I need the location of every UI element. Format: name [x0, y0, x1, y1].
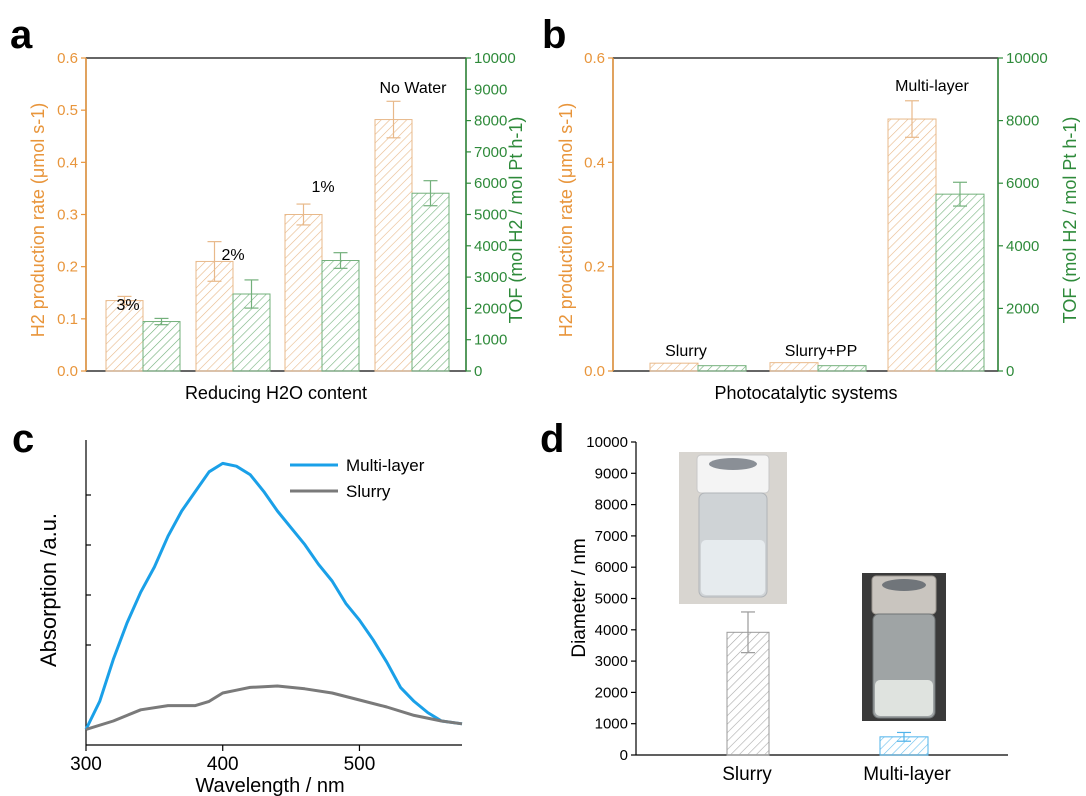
panel-b-xlabel: Photocatalytic systems	[714, 383, 897, 403]
a-right-tick-label: 1000	[474, 332, 507, 349]
d-y-tick-label: 0	[620, 747, 628, 764]
d-y-tick-label: 10000	[586, 434, 628, 451]
d-y-tick-label: 2000	[595, 684, 628, 701]
panel-b-right-ticks: 0 2000 4000 6000 8000 10000	[998, 50, 1048, 380]
b-annotation-slurry: Slurry	[665, 343, 707, 360]
a-right-tick-label: 2000	[474, 300, 507, 317]
a-left-tick-label: 0.4	[57, 154, 78, 171]
d-y-tick-label: 6000	[595, 559, 628, 576]
panel-c: c 300 400 500 Multi-layer Slurry Absorptio…	[12, 417, 463, 796]
panel-d: d 0 1000 2000 3000 4000 5000 6000 7000 8000 9000 1…	[540, 417, 1008, 785]
panel-c-lines	[84, 461, 463, 731]
panel-a: a 0.0 0.1 0.2 0.3 0.4 0.5 0.6 0 1000 2000 3000 400…	[10, 13, 526, 403]
c-x-tick-label: 300	[70, 754, 102, 775]
slurry-vial-photo	[679, 452, 787, 604]
b-annotation-multilayer: Multi-layer	[895, 78, 969, 95]
panel-b: b 0.0 0.2 0.4 0.6 0 2000 4000 6000 8000 10000 Sl…	[542, 13, 1080, 403]
d-y-tick-label: 7000	[595, 528, 628, 545]
a-left-tick-label: 0.2	[57, 259, 78, 276]
panel-label-d: d	[540, 417, 564, 461]
a-right-tick-label: 10000	[474, 50, 516, 67]
d-y-tick-label: 8000	[595, 497, 628, 514]
panel-a-right-ylabel: TOF (mol H2 / mol Pt h-1)	[506, 117, 526, 324]
a-annotation-1pct: 1%	[311, 179, 334, 196]
b-left-tick-label: 0.6	[584, 50, 605, 67]
a-right-tick-label: 8000	[474, 113, 507, 130]
a-annotation-2pct: 2%	[221, 247, 244, 264]
b-bar-h2-rate	[887, 118, 937, 372]
d-y-tick-label: 9000	[595, 465, 628, 482]
b-right-tick-label: 2000	[1006, 300, 1039, 317]
panel-d-ylabel: Diameter / nm	[569, 538, 590, 657]
a-bar-tof	[411, 192, 450, 372]
a-right-tick-label: 6000	[474, 175, 507, 192]
a-bar-tof	[321, 260, 360, 372]
b-bar-h2-rate	[769, 362, 819, 372]
a-bar-h2-rate	[374, 119, 413, 372]
b-left-tick-label: 0.4	[584, 154, 605, 171]
panel-b-right-ylabel: TOF (mol H2 / mol Pt h-1)	[1060, 117, 1080, 324]
a-left-tick-label: 0.1	[57, 311, 78, 328]
c-x-tick-label: 500	[344, 754, 376, 775]
panel-a-xlabel: Reducing H2O content	[185, 383, 367, 403]
b-left-tick-label: 0.0	[584, 363, 605, 380]
b-right-tick-label: 0	[1006, 363, 1014, 380]
b-right-tick-label: 8000	[1006, 113, 1039, 130]
a-bar-tof	[142, 321, 181, 372]
slurry-absorption-line	[85, 684, 463, 731]
b-bar-tof	[697, 365, 747, 372]
panel-d-category-slurry: Slurry	[722, 764, 772, 785]
panel-d-category-multilayer: Multi-layer	[863, 764, 951, 785]
b-bar-h2-rate	[649, 362, 699, 372]
panel-a-bars	[105, 100, 450, 372]
a-left-tick-label: 0.5	[57, 102, 78, 119]
legend-label-slurry: Slurry	[346, 482, 391, 501]
b-bar-tof	[935, 193, 985, 372]
a-right-tick-label: 4000	[474, 238, 507, 255]
panel-b-bars	[649, 100, 985, 372]
multilayer-absorption-line	[84, 461, 463, 731]
panel-c-ylabel: Absorption /a.u.	[36, 513, 61, 667]
a-annotation-3pct: 3%	[116, 297, 139, 314]
panel-d-bars	[726, 611, 929, 756]
c-x-tick-label: 400	[207, 754, 239, 775]
b-bar-tof	[817, 365, 867, 372]
panel-b-left-ylabel: H2 production rate (μmol s-1)	[556, 103, 576, 337]
b-right-tick-label: 6000	[1006, 175, 1039, 192]
a-right-tick-label: 9000	[474, 81, 507, 98]
multilayer-vial-photo	[862, 573, 946, 721]
b-right-tick-label: 10000	[1006, 50, 1048, 67]
panel-c-x-ticks: 300 400 500	[70, 494, 376, 775]
panel-d-y-ticks: 0 1000 2000 3000 4000 5000 6000 7000 8000 9000 100…	[586, 434, 636, 764]
a-left-tick-label: 0.0	[57, 363, 78, 380]
panel-c-xlabel: Wavelength / nm	[195, 775, 344, 796]
a-left-tick-label: 0.6	[57, 50, 78, 67]
d-y-tick-label: 1000	[595, 716, 628, 733]
panel-a-right-ticks: 0 1000 2000 3000 4000 5000 6000 7000 8000 9000 100…	[466, 50, 516, 380]
a-annotation-no-water: No Water	[380, 80, 448, 97]
a-bar-h2-rate	[284, 214, 323, 372]
b-left-tick-label: 0.2	[584, 259, 605, 276]
panel-label-c: c	[12, 417, 34, 461]
panel-b-left-ticks: 0.0 0.2 0.4 0.6	[584, 50, 613, 380]
a-right-tick-label: 7000	[474, 144, 507, 161]
a-right-tick-label: 0	[474, 363, 482, 380]
d-y-tick-label: 3000	[595, 653, 628, 670]
panel-a-left-ylabel: H2 production rate (μmol s-1)	[28, 103, 48, 337]
b-annotation-slurry-pp: Slurry+PP	[785, 343, 857, 360]
d-y-tick-label: 5000	[595, 591, 628, 608]
d-y-tick-label: 4000	[595, 622, 628, 639]
a-right-tick-label: 5000	[474, 207, 507, 224]
panel-label-b: b	[542, 13, 566, 57]
b-right-tick-label: 4000	[1006, 238, 1039, 255]
panel-a-left-ticks: 0.0 0.1 0.2 0.3 0.4 0.5 0.6	[57, 50, 86, 380]
a-bar-h2-rate	[105, 300, 144, 372]
legend-label-multilayer: Multi-layer	[346, 456, 425, 475]
a-right-tick-label: 3000	[474, 269, 507, 286]
panel-label-a: a	[10, 13, 33, 57]
a-left-tick-label: 0.3	[57, 207, 78, 224]
